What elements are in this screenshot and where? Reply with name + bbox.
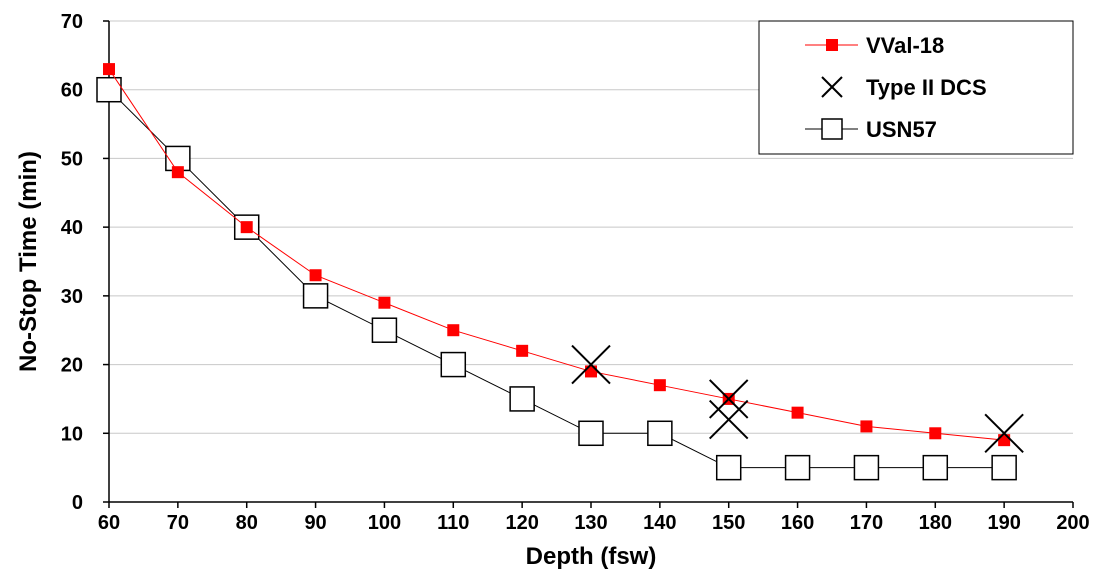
legend-symbol-type-ii-dcs (821, 76, 843, 98)
point-usn57-160-5 (784, 454, 811, 481)
x-axis-title: Depth (fsw) (526, 543, 657, 570)
x-tick-label-90: 90 (304, 512, 326, 534)
x-tick-label-70: 70 (167, 512, 189, 534)
point-vval-18-90-33 (309, 269, 322, 282)
legend-label-vval18: VVal-18 (866, 33, 944, 58)
legend-marker-vval-18 (826, 39, 838, 51)
x-tick-label-130: 130 (574, 512, 607, 534)
point-usn57-150-5 (715, 454, 742, 481)
point-vval-18-120-22 (516, 344, 529, 357)
y-tick-label-10: 10 (61, 423, 83, 445)
legend-label-type-ii-dcs: Type II DCS (866, 75, 987, 100)
point-type-ii-dcs-190-10-stroke-b (984, 413, 1024, 453)
x-tick-label-120: 120 (505, 512, 538, 534)
x-tick-label-200: 200 (1056, 512, 1089, 534)
point-usn57-80-40 (233, 214, 260, 240)
x-tick-label-80: 80 (236, 512, 258, 534)
x-tick-label-180: 180 (919, 512, 952, 534)
y-tick-label-0: 0 (72, 492, 83, 514)
point-vval-18-140-17 (653, 379, 666, 392)
y-tick-label-60: 60 (61, 80, 83, 102)
point-vval-18-60-63 (103, 63, 115, 76)
point-type-ii-dcs-150-12-stroke-b (709, 399, 749, 440)
x-tick-label-140: 140 (643, 512, 676, 534)
y-axis-title: No-Stop Time (min) (15, 151, 42, 372)
series-type-ii-dcs (571, 344, 1024, 453)
legend-x-b (821, 76, 843, 98)
point-type-ii-dcs-150-15 (709, 379, 749, 419)
x-tick-label-150: 150 (712, 512, 745, 534)
x-tick-label-170: 170 (850, 512, 883, 534)
legend-item-type-ii-dcs: Type II DCS (821, 75, 987, 100)
legend-marker-usn57 (821, 118, 843, 140)
tick-labels: 60 70 80 90 100 110 120 130 140 150 160 170 180 190 20… (61, 11, 1090, 534)
point-vval-18-160-13 (791, 406, 804, 419)
point-vval-18-180-10 (929, 427, 942, 440)
y-tick-label-70: 70 (61, 11, 83, 33)
point-type-ii-dcs-190-10 (984, 413, 1024, 453)
line-vval-18 (108, 68, 1005, 441)
point-usn57-90-30 (302, 283, 329, 309)
legend-symbol-vval18 (805, 39, 858, 51)
legend-box (758, 20, 1074, 155)
legend-item-usn57: USN57 (805, 117, 937, 142)
point-usn57-140-10 (647, 420, 673, 447)
point-usn57-100-25 (371, 317, 398, 343)
legend-label-usn57: USN57 (866, 117, 937, 142)
point-type-ii-dcs-130-20 (571, 344, 611, 385)
legend-item-vval18: VVal-18 (805, 33, 944, 58)
point-type-ii-dcs-150-12 (709, 399, 749, 440)
y-tick-label-50: 50 (61, 148, 83, 170)
gridlines (109, 20, 1073, 434)
x-tick-label-60: 60 (98, 512, 120, 534)
x-tick-label-100: 100 (368, 512, 401, 534)
legend: VVal-18 Type II DCS USN57 (758, 20, 1074, 155)
point-usn57-170-5 (853, 454, 880, 481)
point-vval-18-130-19 (585, 365, 597, 378)
point-vval-18-80-40 (240, 221, 253, 234)
series (96, 63, 1024, 481)
x-tick-label-160: 160 (781, 512, 814, 534)
point-type-ii-dcs-150-15-stroke-b (709, 379, 749, 419)
y-tick-label-20: 20 (61, 355, 83, 377)
point-vval-18-70-48 (171, 166, 184, 179)
point-usn57-110-20 (440, 351, 467, 378)
point-usn57-190-5 (991, 454, 1017, 481)
point-usn57-130-10 (578, 420, 604, 447)
point-usn57-180-5 (922, 454, 949, 481)
series-usn57 (96, 76, 1017, 481)
point-vval-18-110-25 (447, 324, 460, 337)
point-usn57-120-15 (509, 386, 535, 412)
x-tick-label-190: 190 (987, 512, 1020, 534)
y-tick-label-30: 30 (61, 286, 83, 308)
legend-symbol-usn57 (805, 118, 858, 140)
point-type-ii-dcs-130-20-stroke-b (571, 344, 611, 385)
x-tick-label-110: 110 (437, 512, 469, 534)
y-tick-label-40: 40 (61, 217, 83, 239)
point-vval-18-100-29 (378, 296, 391, 309)
point-vval-18-190-9 (998, 434, 1011, 447)
point-vval-18-170-11 (860, 420, 873, 433)
